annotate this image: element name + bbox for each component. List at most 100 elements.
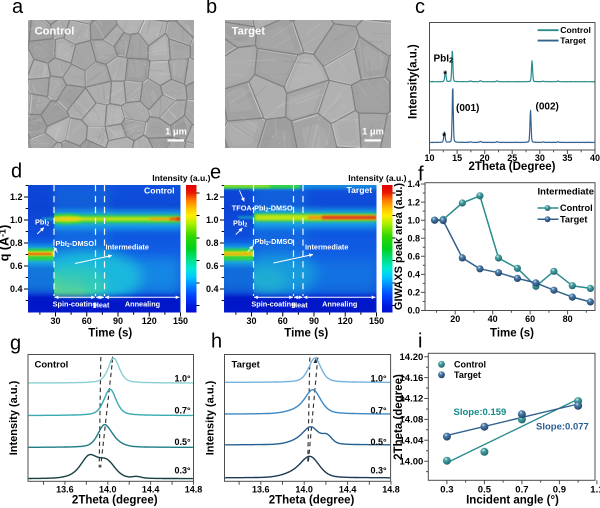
svg-text:14.8: 14.8: [185, 485, 203, 495]
svg-text:Target: Target: [560, 214, 587, 224]
svg-text:0.8: 0.8: [407, 233, 420, 243]
svg-text:d: d: [11, 161, 22, 183]
svg-text:120: 120: [338, 316, 353, 326]
svg-text:10: 10: [424, 153, 434, 163]
svg-text:0.3°: 0.3°: [371, 466, 388, 476]
svg-text:Intermediate: Intermediate: [538, 186, 595, 197]
svg-text:0.6: 0.6: [407, 251, 420, 261]
svg-text:60: 60: [278, 316, 288, 326]
svg-text:0.0: 0.0: [407, 306, 420, 316]
svg-text:0.4: 0.4: [206, 284, 219, 294]
svg-text:14.0: 14.0: [295, 485, 313, 495]
svg-text:1.1: 1.1: [590, 485, 600, 496]
svg-text:(002): (002): [536, 102, 559, 113]
svg-text:40: 40: [488, 314, 498, 324]
svg-text:0.2: 0.2: [407, 288, 420, 298]
svg-text:0.3: 0.3: [440, 485, 453, 496]
svg-text:GIWAXS peak area (a.u.): GIWAXS peak area (a.u.): [393, 183, 405, 310]
svg-text:1.2: 1.2: [10, 192, 23, 202]
svg-text:14.08: 14.08: [400, 415, 424, 426]
svg-text:Slope:0.077: Slope:0.077: [536, 421, 589, 432]
svg-text:2Theta (degree): 2Theta (degree): [72, 495, 158, 507]
svg-text:Intensity(a.u.): Intensity(a.u.): [408, 44, 420, 119]
svg-text:20: 20: [450, 314, 460, 324]
svg-text:f: f: [418, 164, 424, 186]
svg-text:1 μm: 1 μm: [362, 127, 384, 137]
svg-text:1.2: 1.2: [206, 192, 219, 202]
svg-text:TFOA-PbI2-DMSO: TFOA-PbI2-DMSO: [232, 204, 293, 214]
svg-text:Time (s): Time (s): [284, 328, 328, 340]
svg-text:35: 35: [562, 153, 572, 163]
svg-text:0.7: 0.7: [515, 485, 528, 496]
svg-text:Time (s): Time (s): [490, 328, 534, 340]
svg-text:150: 150: [173, 316, 188, 326]
svg-text:14.00: 14.00: [400, 456, 424, 467]
svg-text:1.0: 1.0: [206, 215, 219, 225]
svg-text:1.0: 1.0: [10, 215, 23, 225]
svg-text:14.0: 14.0: [99, 485, 117, 495]
svg-text:Intermediate: Intermediate: [106, 242, 149, 251]
svg-text:1 μm: 1 μm: [165, 127, 187, 137]
svg-text:0.5°: 0.5°: [371, 437, 388, 447]
svg-text:b: b: [206, 0, 217, 18]
svg-text:Intensity (a.u.): Intensity (a.u.): [8, 380, 20, 455]
svg-text:Target: Target: [560, 36, 586, 46]
svg-text:14.04: 14.04: [400, 436, 424, 447]
svg-text:a: a: [12, 0, 24, 18]
svg-text:14.16: 14.16: [400, 373, 424, 384]
svg-text:e: e: [210, 162, 221, 184]
svg-text:0.7°: 0.7°: [371, 406, 388, 416]
svg-text:14.4: 14.4: [142, 485, 160, 495]
svg-text:PbI2: PbI2: [434, 54, 454, 65]
svg-text:Spin-coating: Spin-coating: [53, 300, 97, 309]
svg-text:1.4: 1.4: [407, 179, 420, 189]
svg-text:80: 80: [563, 314, 573, 324]
svg-text:Intensity (a.u.): Intensity (a.u.): [205, 380, 217, 455]
svg-text:14.4: 14.4: [339, 485, 357, 495]
svg-text:Intensity (a.u.): Intensity (a.u.): [152, 173, 210, 183]
svg-text:0.7°: 0.7°: [175, 406, 192, 416]
svg-text:14.8: 14.8: [382, 485, 400, 495]
svg-text:PbI2: PbI2: [35, 217, 49, 227]
svg-text:g: g: [10, 333, 21, 355]
svg-text:*: *: [442, 132, 446, 143]
svg-text:0.3°: 0.3°: [175, 466, 192, 476]
svg-text:90: 90: [113, 316, 123, 326]
svg-text:q (Å-1): q (Å-1): [0, 225, 12, 262]
svg-text:Target: Target: [347, 185, 373, 195]
svg-text:90: 90: [309, 316, 319, 326]
svg-text:2Theta (Degree): 2Theta (Degree): [469, 161, 556, 173]
svg-text:Control: Control: [560, 203, 593, 213]
svg-text:2Theta (degree): 2Theta (degree): [269, 495, 355, 507]
svg-text:1.2: 1.2: [407, 197, 420, 207]
svg-text:0.9: 0.9: [553, 485, 566, 496]
svg-text:0.5°: 0.5°: [175, 437, 192, 447]
svg-text:PbI2-DMSO: PbI2-DMSO: [255, 237, 294, 247]
svg-text:Target: Target: [232, 26, 266, 38]
svg-text:1.0°: 1.0°: [371, 374, 388, 384]
svg-text:Control: Control: [560, 25, 591, 35]
svg-text:120: 120: [142, 316, 157, 326]
svg-text:Target: Target: [454, 370, 481, 380]
svg-text:Heat: Heat: [94, 301, 110, 310]
svg-text:Control: Control: [144, 186, 175, 196]
svg-text:60: 60: [82, 316, 92, 326]
svg-text:30: 30: [246, 316, 256, 326]
svg-text:13.6: 13.6: [252, 485, 270, 495]
svg-text:*: *: [443, 70, 447, 81]
svg-text:25: 25: [507, 153, 517, 163]
svg-text:c: c: [415, 0, 425, 18]
svg-text:30: 30: [50, 316, 60, 326]
svg-text:60: 60: [525, 314, 535, 324]
svg-text:2Theta (degree): 2Theta (degree): [393, 374, 405, 460]
svg-text:Annealing: Annealing: [322, 300, 357, 309]
svg-text:20: 20: [480, 153, 490, 163]
svg-text:13.6: 13.6: [56, 485, 74, 495]
svg-text:0.6: 0.6: [206, 261, 219, 271]
svg-text:Incident angle (°): Incident angle (°): [466, 495, 559, 507]
svg-text:14.20: 14.20: [400, 352, 424, 363]
svg-text:0.8: 0.8: [206, 238, 219, 248]
svg-text:Annealing: Annealing: [125, 300, 160, 309]
svg-text:h: h: [211, 331, 222, 353]
svg-text:1.0°: 1.0°: [175, 374, 192, 384]
